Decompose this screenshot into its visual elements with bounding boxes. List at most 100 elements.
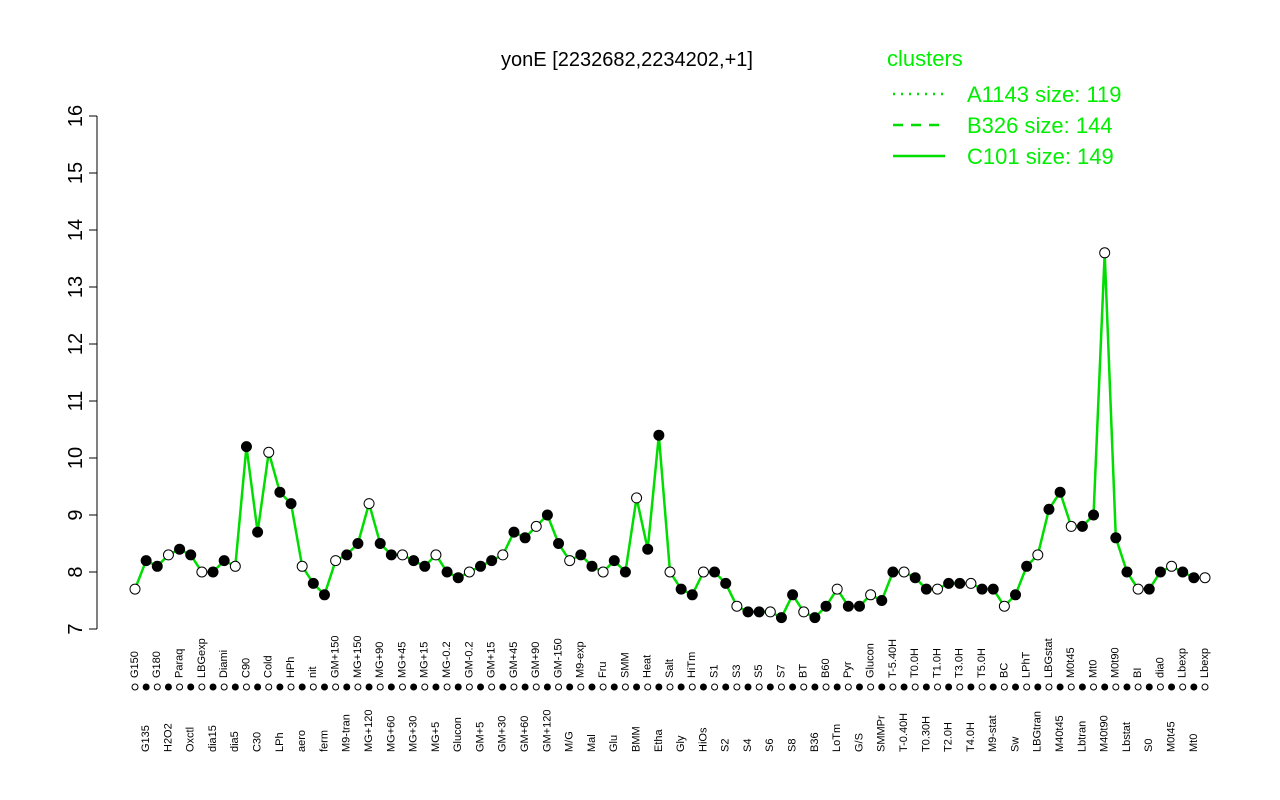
x-tick-label: GM-150 bbox=[552, 638, 564, 678]
point bbox=[631, 492, 643, 504]
x-tick-label: MG+30 bbox=[408, 716, 420, 752]
line bbox=[133, 252, 1205, 620]
x-tick-label: C90 bbox=[240, 658, 252, 678]
x-tick-label: GM+60 bbox=[519, 716, 531, 752]
x-tick-label: BI bbox=[1132, 668, 1144, 678]
cluster-marker bbox=[1201, 683, 1209, 691]
point bbox=[140, 555, 152, 567]
point bbox=[240, 441, 252, 453]
x-tick-label: MG+150 bbox=[352, 636, 364, 679]
cluster-marker bbox=[1078, 683, 1086, 691]
x-tick-label: GM+5 bbox=[474, 722, 486, 752]
point bbox=[1188, 572, 1200, 584]
x-tick-label: M9-stat bbox=[987, 715, 999, 752]
x-tick-label: Lbstat bbox=[1121, 722, 1133, 752]
cluster-marker bbox=[287, 683, 295, 691]
point bbox=[1154, 566, 1166, 578]
point bbox=[887, 566, 899, 578]
point bbox=[252, 526, 264, 538]
point bbox=[820, 600, 832, 612]
cluster-marker bbox=[711, 683, 719, 691]
x-tick-label: Oxctl bbox=[185, 727, 197, 752]
x-tick-label: Mt0 bbox=[1188, 734, 1200, 752]
x-tick-label: M0t45 bbox=[1165, 721, 1177, 752]
point bbox=[642, 543, 654, 555]
y-tick-label: 15 bbox=[65, 162, 87, 184]
cluster-marker bbox=[231, 683, 239, 691]
point bbox=[575, 549, 587, 561]
cluster-marker bbox=[131, 683, 139, 691]
cluster-marker bbox=[488, 683, 496, 691]
cluster-marker bbox=[1145, 683, 1153, 691]
x-tick-label: Etha bbox=[653, 728, 665, 752]
x-tick-label: T5.0H bbox=[976, 648, 988, 678]
cluster-marker bbox=[911, 683, 919, 691]
point bbox=[1032, 549, 1044, 561]
x-tick-label: HiOs bbox=[697, 727, 709, 752]
point bbox=[720, 577, 732, 589]
x-tick-label: BMM bbox=[630, 726, 642, 752]
x-tick-label: HPh bbox=[285, 657, 297, 678]
x-tick-label: SMM bbox=[619, 652, 631, 678]
cluster-marker bbox=[532, 683, 540, 691]
cluster-marker bbox=[1034, 683, 1042, 691]
point bbox=[653, 429, 665, 441]
cluster-marker bbox=[499, 683, 507, 691]
cluster-marker bbox=[309, 683, 317, 691]
x-tick-label: M40t90 bbox=[1099, 715, 1111, 752]
x-tick-label: MG+120 bbox=[363, 710, 375, 753]
point bbox=[441, 566, 453, 578]
point bbox=[1065, 520, 1077, 532]
x-tick-label: S5 bbox=[753, 665, 765, 678]
cluster-marker bbox=[956, 683, 964, 691]
legend-title: clusters bbox=[887, 46, 963, 71]
point bbox=[686, 589, 698, 601]
x-tick-label: Lbtran bbox=[1076, 721, 1088, 752]
cluster-marker bbox=[142, 683, 150, 691]
x-tick-label: M9-tran bbox=[341, 714, 353, 752]
cluster-marker bbox=[733, 683, 741, 691]
cluster-marker bbox=[610, 683, 618, 691]
cluster-marker bbox=[1067, 683, 1075, 691]
x-tick-label: T-5.40H bbox=[887, 639, 899, 678]
cluster-marker bbox=[755, 683, 763, 691]
x-tick-label: GM+120 bbox=[541, 710, 553, 753]
cluster-marker bbox=[934, 683, 941, 691]
cluster-marker bbox=[577, 683, 585, 691]
cluster-marker bbox=[633, 683, 641, 691]
cluster-marker bbox=[1056, 683, 1064, 691]
point bbox=[1121, 566, 1133, 578]
x-tick-label: Sw bbox=[1009, 737, 1021, 752]
cluster-marker bbox=[1134, 683, 1142, 691]
point bbox=[932, 583, 943, 595]
x-tick-label: S3 bbox=[731, 665, 743, 678]
cluster-marker bbox=[1000, 683, 1008, 691]
x-tick-label: Cold bbox=[263, 655, 275, 678]
cluster-marker bbox=[343, 683, 351, 691]
cluster-marker bbox=[421, 683, 429, 691]
y-tick-label: 12 bbox=[65, 333, 87, 355]
x-tick-label: T3.0H bbox=[954, 648, 966, 678]
cluster-marker bbox=[399, 683, 406, 691]
point bbox=[1199, 572, 1211, 584]
cluster-marker bbox=[722, 683, 730, 691]
point bbox=[1177, 566, 1189, 578]
x-tick-label: Lbexp bbox=[1177, 648, 1189, 678]
y-tick-label: 10 bbox=[65, 447, 87, 469]
x-tick-label: G150 bbox=[129, 651, 141, 678]
point bbox=[129, 583, 141, 595]
cluster-marker bbox=[889, 683, 897, 691]
point bbox=[1166, 560, 1178, 572]
cluster-marker bbox=[1090, 683, 1098, 691]
cluster-marker bbox=[555, 683, 563, 691]
y-tick-label: 16 bbox=[65, 105, 87, 127]
cluster-marker bbox=[387, 683, 395, 691]
cluster-marker bbox=[777, 683, 785, 691]
legend-label: A1143 size: 119 bbox=[967, 82, 1122, 107]
point bbox=[920, 583, 932, 595]
point bbox=[876, 595, 888, 606]
point bbox=[541, 509, 553, 521]
x-tick-label: LPhT bbox=[1021, 651, 1033, 678]
cluster-marker bbox=[187, 683, 195, 691]
